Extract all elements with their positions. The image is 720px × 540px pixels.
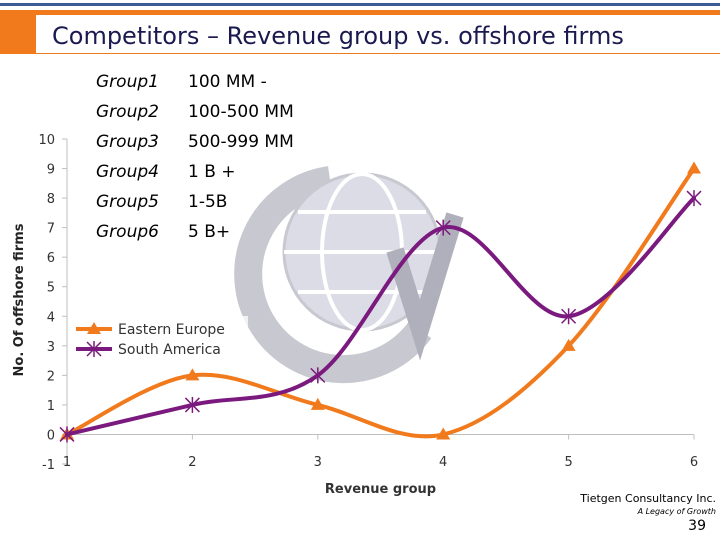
brand-name: Tietgen Consultancy Inc.	[580, 492, 716, 505]
x-tick-label: 6	[690, 455, 698, 470]
group-name: Group4	[96, 162, 159, 182]
y-tick-label: 3	[47, 340, 55, 355]
legend-marker-south-america	[86, 341, 102, 357]
x-axis-label: Revenue group	[325, 482, 436, 497]
x-tick-label: 1	[63, 455, 71, 470]
logo-arc	[234, 166, 432, 384]
y-tick-label: 1	[47, 399, 55, 414]
group-name: Group1	[96, 72, 159, 92]
group-name: Group5	[96, 192, 159, 212]
group-range: 1-5B	[188, 192, 228, 212]
x-tick-label: 3	[314, 455, 322, 470]
group-range: 100-500 MM	[188, 102, 294, 122]
data-point-south-america	[686, 190, 702, 207]
data-point-south-america	[59, 426, 75, 443]
logo-v-mark	[386, 212, 464, 361]
y-tick-label: 0	[47, 428, 55, 443]
data-point-eastern-europe	[436, 427, 451, 440]
group-name: Group6	[96, 222, 159, 242]
y-tick-label: 7	[47, 222, 55, 237]
y-axis-label: No. Of offshore firms	[12, 223, 27, 376]
group-range: 100 MM -	[188, 72, 267, 92]
chart-legend: Eastern Europe South America	[70, 316, 248, 360]
legend-box	[70, 316, 248, 360]
group-name: Group3	[96, 132, 159, 152]
y-tick-label: 4	[47, 310, 55, 325]
data-point-south-america	[435, 219, 451, 236]
data-point-eastern-europe	[310, 397, 325, 410]
series-eastern-europe	[60, 161, 701, 440]
page-number: 39	[688, 518, 706, 534]
data-point-eastern-europe	[561, 338, 576, 351]
x-tick-label: 2	[188, 455, 196, 470]
data-point-south-america	[184, 396, 200, 413]
header-band: Competitors – Revenue group vs. offshore…	[0, 0, 720, 60]
legend-marker-eastern-europe	[87, 322, 101, 334]
y-tick-label: -1	[42, 458, 55, 473]
legend-label-south-america: South America	[118, 342, 221, 358]
y-tick-label: 2	[47, 369, 55, 384]
x-tick-label: 5	[564, 455, 572, 470]
globe-logo-watermark	[234, 166, 464, 384]
data-point-south-america	[310, 367, 326, 384]
group-name: Group2	[96, 102, 159, 122]
legend-label-eastern-europe: Eastern Europe	[118, 322, 225, 338]
title-box	[36, 15, 720, 53]
header-rule	[0, 3, 720, 6]
group-range: 500-999 MM	[188, 132, 294, 152]
y-tick-label: 10	[38, 133, 55, 148]
series-south-america	[59, 190, 702, 443]
data-point-eastern-europe	[185, 368, 200, 381]
y-tick-label: 5	[47, 281, 55, 296]
y-tick-label: 8	[47, 192, 55, 207]
group-range: 1 B +	[188, 162, 236, 182]
brand-tagline: A Legacy of Growth	[637, 507, 716, 516]
series-line-eastern-europe	[65, 166, 696, 439]
group-range: 5 B+	[188, 222, 231, 242]
brand-footer: Tietgen Consultancy Inc. A Legacy of Gro…	[580, 492, 716, 534]
y-tick-label: 6	[47, 251, 55, 266]
chart-series	[59, 161, 702, 443]
slide-title: Competitors – Revenue group vs. offshore…	[52, 22, 624, 50]
data-point-south-america	[561, 308, 577, 325]
data-point-eastern-europe	[687, 161, 701, 174]
y-tick-label: 9	[47, 163, 55, 178]
x-tick-label: 4	[439, 455, 447, 470]
